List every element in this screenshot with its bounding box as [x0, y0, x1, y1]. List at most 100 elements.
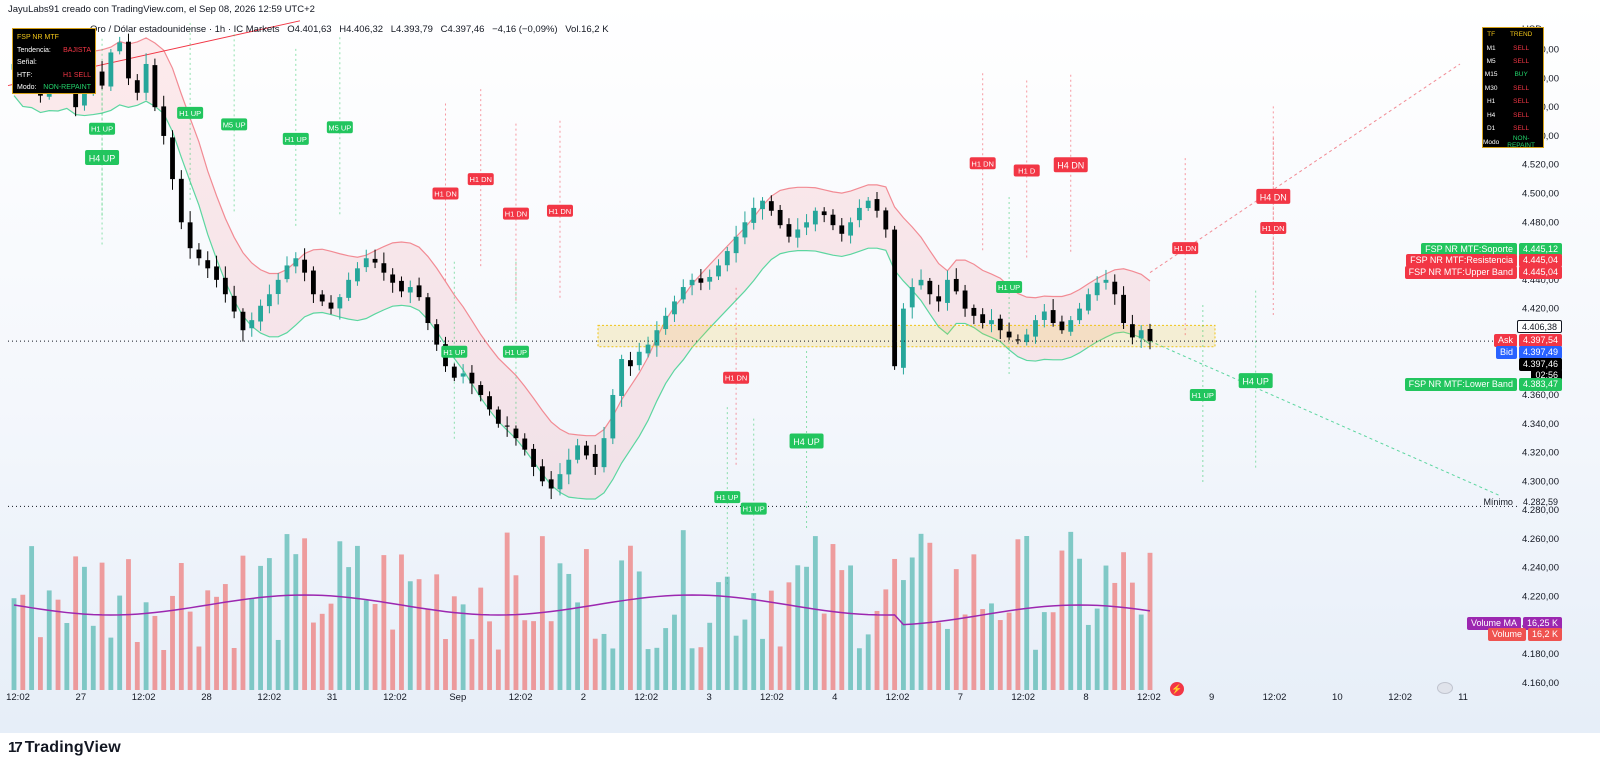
volume-bar	[892, 558, 898, 690]
signal-label-box	[467, 173, 494, 186]
candle-body	[363, 258, 369, 268]
signal-label-text: H1 DN	[1262, 224, 1285, 233]
price-tag-row: Mínimo 4.282,59	[1479, 496, 1562, 509]
volume-bar	[20, 594, 26, 690]
tradingview-logo-text: TradingView	[24, 739, 121, 756]
candle-body	[240, 311, 246, 331]
trend-row: H1 SELL	[1483, 95, 1543, 108]
fsp-upper-band	[13, 31, 1151, 437]
lightning-icon[interactable]: ⚡	[1170, 682, 1184, 696]
candle-body	[672, 301, 677, 315]
candle-body	[495, 409, 501, 424]
volume-bar	[1129, 582, 1135, 690]
volume-bar	[1147, 552, 1153, 690]
signal-label-box	[1238, 373, 1273, 389]
candle-body	[522, 438, 528, 450]
trend-tf: M15	[1484, 71, 1498, 79]
candle-body	[1006, 331, 1012, 338]
price-tag-row: Volume 16,2 K	[1487, 628, 1562, 641]
time-tick: 12:02	[634, 692, 658, 703]
time-axis[interactable]: 12:02 27 12:02 28 12:02 31 12:02 Sep 12:02 2 12:02…	[6, 692, 1468, 703]
price-tag-value: 4.445,04	[1518, 254, 1562, 267]
volume-bar	[945, 628, 950, 690]
trend-value: SELL	[1513, 57, 1530, 65]
volume-bar	[786, 582, 792, 690]
volume-bar	[531, 621, 536, 690]
time-tick: 4	[832, 692, 837, 703]
chart-area[interactable]: H1 UP H4 UP H1 UP M5 UP H1 UP M5 UP H1 DN H1 DN…	[0, 0, 1600, 733]
candlestick-layer	[11, 33, 1153, 500]
volume-bar	[1085, 624, 1091, 690]
chart-credit: JayuLabs91 creado con TradingView.com, e…	[8, 4, 315, 15]
candle-body	[856, 207, 862, 221]
time-tick: 31	[327, 692, 338, 703]
price-tick: 4.280,00	[1522, 505, 1559, 516]
volume-bar	[337, 541, 343, 690]
volume-bar	[451, 596, 457, 690]
volume-bar	[460, 604, 466, 690]
candle-body	[1103, 279, 1109, 283]
price-tick: 4.160,00	[1522, 678, 1559, 689]
candle-body	[980, 314, 986, 324]
time-tick: 12:02	[132, 692, 156, 703]
candle-body	[469, 372, 475, 384]
volume-bar	[760, 638, 765, 690]
price-tag-row: FSP NR MTF:Soporte 4.445,12	[1421, 243, 1562, 256]
candle-body	[513, 428, 519, 439]
candle-body	[82, 92, 87, 106]
signal-label-box	[740, 502, 767, 515]
volume-bar	[927, 542, 933, 690]
candle-body	[302, 259, 308, 273]
candle-body	[566, 459, 572, 475]
tradingview-logo[interactable]: 17 TradingView	[8, 739, 121, 757]
price-tick: 4.240,00	[1522, 563, 1559, 574]
volume-bar	[117, 595, 123, 690]
price-tick: 4.300,00	[1522, 476, 1559, 487]
signal-label-text: M5 UP	[328, 123, 351, 132]
volume-bar	[1050, 612, 1056, 690]
price-tick: 4.420,00	[1522, 304, 1559, 315]
fsp-info-panel: FSP NR MTF Tendencia: BAJISTA Señal: HTF:…	[12, 28, 96, 94]
candle-body	[707, 276, 713, 282]
trend-row: M1 SELL	[1483, 41, 1543, 54]
info-value: H1 SELL	[62, 71, 91, 79]
signal-labels-layer: H1 UP H4 UP H1 UP M5 UP H1 UP M5 UP H1 DN H1 DN…	[85, 106, 1291, 515]
info-label: HTF:	[17, 71, 33, 79]
candle-body	[680, 287, 686, 300]
candle-body	[804, 222, 809, 228]
price-tag-value: 4.397,49	[1518, 346, 1562, 359]
candle-body	[425, 297, 431, 324]
candle-body	[531, 448, 536, 467]
signal-label-box	[714, 491, 741, 504]
volume-bar	[90, 625, 96, 690]
candle-body	[1121, 294, 1126, 324]
price-tag-label: Volume MA	[1466, 617, 1521, 630]
volume-bar	[108, 637, 114, 690]
volume-bar	[187, 611, 193, 690]
candle-body	[1033, 320, 1038, 337]
candle-body	[504, 425, 510, 427]
candle-body	[1041, 311, 1047, 320]
candle-body	[786, 224, 792, 237]
signal-label-box	[177, 106, 204, 119]
candle-body	[1147, 328, 1153, 342]
signal-label-text: H1 UP	[285, 135, 307, 144]
candle-body	[989, 320, 994, 325]
candle-body	[355, 268, 360, 282]
signal-label-text: H4 DN	[1260, 192, 1287, 202]
info-panel-title-text: FSP NR MTF	[17, 34, 59, 41]
candle-body	[390, 274, 396, 283]
fsp-band-fill	[14, 32, 1150, 500]
candle-body	[478, 385, 484, 395]
price-tag-row: FSP NR MTF:Lower Band 4.383,47	[1404, 378, 1562, 391]
candle-body	[936, 296, 942, 302]
volume-bar	[161, 649, 167, 690]
time-tick: 12:02	[886, 692, 910, 703]
price-tag-label: Bid	[1495, 346, 1517, 359]
volume-bar	[768, 590, 774, 690]
volume-bar	[848, 565, 854, 690]
volume-bar	[284, 534, 290, 690]
us-flag-icon[interactable]	[1437, 682, 1453, 694]
info-panel-title: FSP NR MTF	[17, 32, 91, 45]
